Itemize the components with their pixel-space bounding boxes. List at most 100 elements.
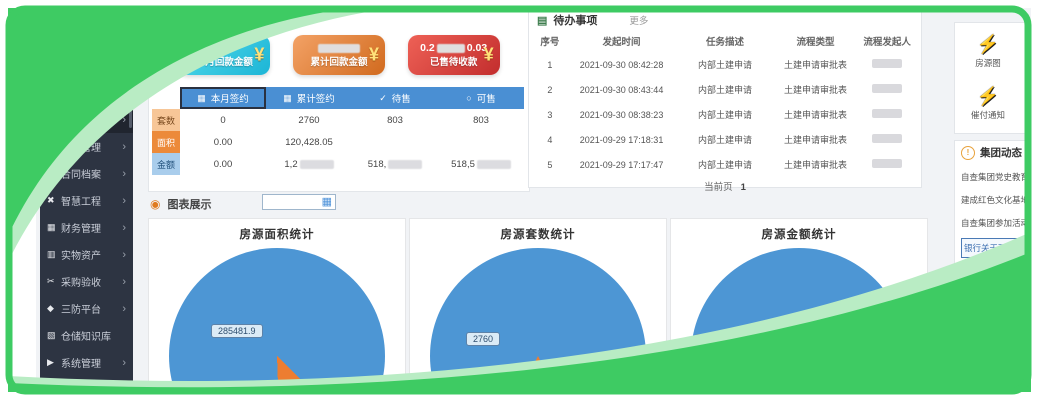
news-list-item[interactable]: 自查集团党史教育: [961, 172, 1030, 182]
sidebar-item-purchase[interactable]: ✂ 采购验收 ›: [40, 268, 133, 295]
ring-icon: [963, 329, 980, 346]
todo-cell: 内部土建申请: [697, 160, 752, 170]
list-item[interactable]: 3 2021-09-30 08:38:23 内部土建申请 土建申请审批表: [537, 102, 913, 127]
signing-col-label: 待售: [391, 94, 411, 105]
chevron-right-icon: ›: [122, 86, 126, 99]
sidebar-item-knowledge[interactable]: ▧ 仓储知识库: [40, 322, 133, 349]
chevron-right-icon: ›: [122, 302, 126, 315]
redacted-value: [872, 84, 903, 93]
signing-col-header[interactable]: ✓ 待售: [352, 87, 438, 109]
droplet-icon: ◆: [47, 303, 54, 313]
todo-pager-page[interactable]: 1: [740, 182, 746, 193]
quick-action-label: 催付通知: [970, 109, 1005, 120]
todo-cell-initiator: [861, 84, 913, 95]
sidebar-item-assets[interactable]: ▥ 实物资产 ›: [40, 241, 133, 268]
signing-col-header[interactable]: ▦ 累计签约: [266, 87, 352, 109]
list-item[interactable]: 2 2021-09-30 08:43:44 内部土建申请 土建申请审批表: [537, 77, 913, 102]
todo-cell: 土建申请审批表: [784, 85, 848, 95]
todo-pager[interactable]: 当前页 1: [529, 179, 921, 193]
news-list-item[interactable]: 银行关于下发文件: [961, 238, 1031, 258]
todo-more-link[interactable]: 更多: [629, 16, 649, 27]
table-cell: 0.00: [180, 131, 266, 153]
chevron-right-icon: ›: [122, 113, 126, 126]
calendar-icon[interactable]: ▦: [321, 195, 332, 208]
quick-action-0[interactable]: ⚡ 房源图: [959, 25, 1017, 77]
table-cell: [438, 131, 524, 153]
sidebar-item-platform[interactable]: ◆ 三防平台 ›: [40, 295, 133, 322]
sidebar-item-contract[interactable]: ▤ 合同档案 ›: [40, 160, 133, 187]
chart-date-input[interactable]: ▦: [262, 194, 336, 210]
news-list-item[interactable]: 建成红色文化基地: [961, 195, 1030, 205]
calendar-icon: ▦: [283, 92, 292, 103]
signing-col-header[interactable]: ○ 可售: [438, 87, 524, 109]
summary-card-sold-unpaid[interactable]: 0.2 0.03 已售待收款 ¥: [407, 35, 500, 75]
quick-action-2[interactable]: ⚡ 催付通知: [959, 77, 1017, 129]
chevron-right-icon: ›: [122, 248, 126, 261]
group-news-title: 集团动态: [980, 147, 1022, 159]
table-row: 面积 0.00 120,428.05: [152, 131, 526, 153]
circle-icon: ○: [466, 93, 472, 103]
redacted-value: [388, 159, 423, 169]
todo-col-header: 流程发起人: [863, 37, 911, 48]
group-news-panel: ! 集团动态 自查集团党史教育 建成红色文化基地 自查集团参加活动 银行关于下发文件 …: [954, 140, 1031, 312]
todo-header-row: 序号 发起时间 任务描述 流程类型 流程发起人: [537, 30, 913, 52]
todo-cell: 2021-09-30 08:42:28: [579, 59, 664, 70]
redacted-value: [872, 134, 903, 143]
group-news-pager[interactable]: 当前页: [961, 272, 1031, 284]
summary-card-total-payment[interactable]: 累计回款金额 ¥: [292, 35, 385, 75]
sidebar-item-finance[interactable]: ▦ 财务管理 ›: [40, 214, 133, 241]
sidebar-item-project[interactable]: ✖ 智慧工程 ›: [40, 187, 133, 214]
pie-blue-data-label: 285481.9: [211, 324, 263, 338]
table-cell: 803: [438, 109, 524, 131]
todo-col-header: 任务描述: [705, 37, 744, 48]
todo-cell: 土建申请审批表: [784, 160, 848, 170]
todo-cell-initiator: [861, 109, 913, 120]
sidebar-item-label: 销售管理: [61, 116, 101, 127]
summary-card-value: 0.2 0.03: [420, 42, 487, 54]
summary-card-label: 累计回款金额: [310, 57, 368, 68]
summary-card-label: 本月回款金额: [195, 57, 253, 68]
chart-section-header: ◉ 图表展示: [150, 196, 211, 212]
list-item[interactable]: 1 2021-09-30 08:42:28 内部土建申请 土建申请审批表: [537, 52, 913, 77]
sidebar-item-office[interactable]: ▲ 协同办公 ›: [40, 79, 133, 106]
signing-col-header[interactable]: ▦ 本月签约: [180, 87, 266, 109]
sidebar-item-label: 智慧工程: [61, 197, 101, 208]
todo-cell: 2021-09-29 17:18:31: [579, 134, 664, 145]
pie-charts-row: 房源面积统计285481.930049.16房源套数统计2760803房源金额统…: [148, 218, 928, 392]
table-cell: 0.00: [180, 153, 266, 175]
sidebar-item-sales[interactable]: ✎ 销售管理 ›: [40, 106, 133, 133]
yuan-icon: ¥: [368, 44, 379, 65]
news-list-item[interactable]: 自查集团参加活动: [961, 218, 1030, 228]
table-cell: 1,2: [266, 153, 352, 175]
sidebar-item-hidden-top[interactable]: ›: [40, 52, 133, 79]
cell-value: 120,428.05: [285, 136, 333, 148]
row-stub-label: 套数: [152, 109, 180, 131]
quick-action-3[interactable]: ⚡: [1017, 77, 1031, 129]
sales-summary-panel: 0.00 本月回款金额 ¥ 累计回款金额 ¥0.2 0.03 已售待收款 ¥ ▦ 本月签约 ▦ 累计…: [148, 10, 530, 192]
summary-cards: 0.00 本月回款金额 ¥ 累计回款金额 ¥0.2 0.03 已售待收款 ¥: [149, 35, 529, 75]
table-cell: 0: [180, 109, 266, 131]
todo-col-header: 流程类型: [796, 37, 835, 48]
summary-card-month-payment[interactable]: 0.00 本月回款金额 ¥: [178, 35, 271, 75]
todo-cell: 2021-09-29 17:17:47: [579, 159, 664, 170]
sidebar-item-label: 实物资产: [61, 251, 101, 262]
pie-blue-data-label: 2760: [466, 332, 501, 346]
todo-pager-label: 当前页: [704, 182, 733, 193]
todo-cell: 内部土建申请: [697, 85, 752, 95]
quick-action-1[interactable]: ⚡: [1017, 25, 1031, 77]
sidebar-item-system[interactable]: ▶ 系统管理 ›: [40, 349, 133, 376]
sidebar-item-label: 采购验收: [61, 278, 101, 289]
list-item[interactable]: 4 2021-09-29 17:18:31 内部土建申请 土建申请审批表: [537, 127, 913, 152]
list-item[interactable]: 5 2021-09-29 17:17:47 内部土建申请 土建申请审批表: [537, 152, 913, 177]
triangle-icon: ▲: [47, 87, 56, 98]
sidebar-item-label: 行政管理: [61, 143, 101, 154]
table-cell: 518,: [352, 153, 438, 175]
card-value-prefix: 0.2: [420, 42, 435, 54]
folder-icon: ▧: [47, 330, 56, 340]
todo-panel-header: ▤ 待办事项 更多: [529, 9, 921, 30]
pie-graphic: 1252622604.5: [691, 248, 907, 392]
todo-cell: 2021-09-30 08:43:44: [579, 84, 664, 95]
sidebar-item-admin[interactable]: ◉ 行政管理 ›: [40, 133, 133, 160]
